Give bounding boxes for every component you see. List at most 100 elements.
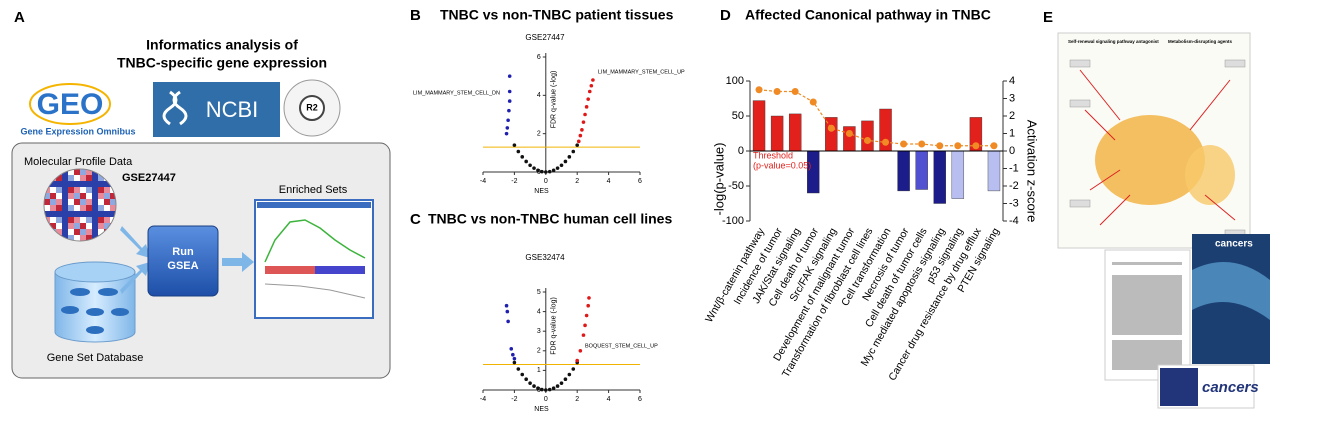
data-point — [532, 166, 536, 170]
chart-title: Affected Canonical pathway in TNBC — [745, 7, 991, 23]
heatmap-cell — [86, 223, 92, 229]
heatmap-cell — [74, 211, 80, 217]
data-point — [587, 89, 592, 94]
y2-tick-label: 3 — [1009, 92, 1015, 104]
data-point — [520, 372, 525, 377]
heatmap-cell — [86, 205, 92, 211]
dataset-label: GSE27447 — [122, 172, 176, 184]
heatmap-cell — [74, 235, 80, 241]
heatmap-cell — [44, 193, 50, 199]
cover-art — [1192, 262, 1270, 320]
heatmap-cell — [86, 199, 92, 205]
inhibition-lines — [1079, 69, 1236, 226]
heatmap-cell — [50, 217, 56, 223]
heatmap-ring — [43, 168, 117, 242]
heatmap-cell — [104, 199, 110, 205]
heatmap-cell — [74, 229, 80, 235]
chart-title: TNBC vs non-TNBC human cell lines — [428, 211, 672, 227]
y-tick-label: 4 — [537, 308, 541, 315]
heatmap-cell — [74, 175, 80, 181]
paper-text — [1112, 262, 1182, 370]
heatmap-cell — [62, 193, 68, 199]
data-point — [544, 388, 548, 392]
chart-title: TNBC vs non-TNBC patient tissues — [440, 7, 674, 23]
heatmap-cell — [68, 181, 74, 187]
data-point — [578, 349, 583, 353]
heatmap-cell — [80, 199, 86, 205]
heatmap-cell — [56, 211, 62, 217]
y-tick-label: 5 — [537, 289, 541, 296]
x-axis-label: NES — [534, 406, 549, 413]
heatmap-cell — [50, 223, 56, 229]
figure-heading: Metabolism-disrupting agents — [1168, 39, 1233, 44]
line-point — [900, 140, 908, 148]
y2-tick-label: -4 — [1009, 215, 1019, 227]
heatmap-cell — [80, 187, 86, 193]
bar — [861, 120, 874, 152]
heatmap-cell — [92, 205, 98, 211]
heatmap-cell — [74, 217, 80, 223]
x-tick-label: -4 — [480, 396, 486, 403]
heatmap-cell — [80, 175, 86, 181]
heatmap-cell — [50, 199, 56, 205]
y-tick-label: 2 — [537, 348, 541, 355]
enrichment-header — [257, 202, 371, 208]
x-tick-label: -2 — [511, 178, 517, 185]
data-point — [507, 99, 512, 103]
figure-heading: Self-renewal signaling pathway antagonis… — [1068, 39, 1159, 44]
heatmap-cell — [98, 217, 104, 223]
data-point — [536, 386, 540, 391]
data-point — [571, 367, 576, 371]
heatmap-cell — [56, 229, 62, 235]
data-point — [506, 118, 510, 123]
run-label: GSEA — [167, 260, 198, 272]
database-nodes — [61, 288, 129, 334]
y2-tick-label: 4 — [1009, 75, 1015, 87]
heatmap-cell — [80, 229, 86, 235]
heatmap-cell — [56, 205, 62, 211]
panel-label: C — [410, 211, 421, 228]
x-tick-label: 2 — [575, 178, 579, 185]
heatmap-cell — [62, 175, 68, 181]
bar — [752, 100, 766, 152]
ncbi-helix — [162, 90, 188, 126]
panel-title: TNBC-specific gene expression — [117, 55, 327, 71]
heatmap-cell — [62, 205, 68, 211]
bar — [807, 150, 820, 194]
heatmap-cell — [98, 229, 104, 235]
heatmap-cell — [80, 181, 86, 187]
data-point — [507, 89, 512, 94]
data-point — [505, 309, 510, 314]
data-point — [512, 143, 517, 147]
heatmap-cell — [74, 223, 80, 229]
heatmap-cell — [86, 211, 92, 217]
geo-ring — [29, 83, 111, 125]
data-point — [555, 166, 560, 170]
heatmap-cell — [80, 211, 86, 217]
data-point — [563, 159, 568, 164]
panel-label: D — [720, 7, 731, 24]
heatmap-cell — [56, 175, 62, 181]
heatmap-cell — [98, 181, 104, 187]
bar — [987, 150, 1001, 192]
enriched-label: Enriched Sets — [279, 184, 348, 196]
heatmap-cell — [98, 199, 104, 205]
heatmap-cell — [92, 175, 98, 181]
data-point — [583, 112, 587, 117]
heatmap-cell — [68, 229, 74, 235]
data-point — [578, 133, 583, 138]
chart-subtitle: GSE32474 — [525, 253, 565, 262]
y-tick-label: 100 — [726, 75, 744, 87]
data-point — [559, 163, 564, 168]
enrichment-rank — [264, 283, 366, 299]
heatmap-cell — [110, 193, 116, 199]
heatmap-cell — [56, 223, 62, 229]
heatmap-cell — [74, 187, 80, 193]
heatmap-cell — [98, 205, 104, 211]
line-point — [972, 142, 980, 150]
enrichment-plot — [254, 199, 374, 319]
geo-logo: GEO — [37, 88, 104, 121]
heatmap-cell — [80, 223, 86, 229]
data-point — [567, 155, 572, 159]
data-point — [507, 108, 511, 113]
